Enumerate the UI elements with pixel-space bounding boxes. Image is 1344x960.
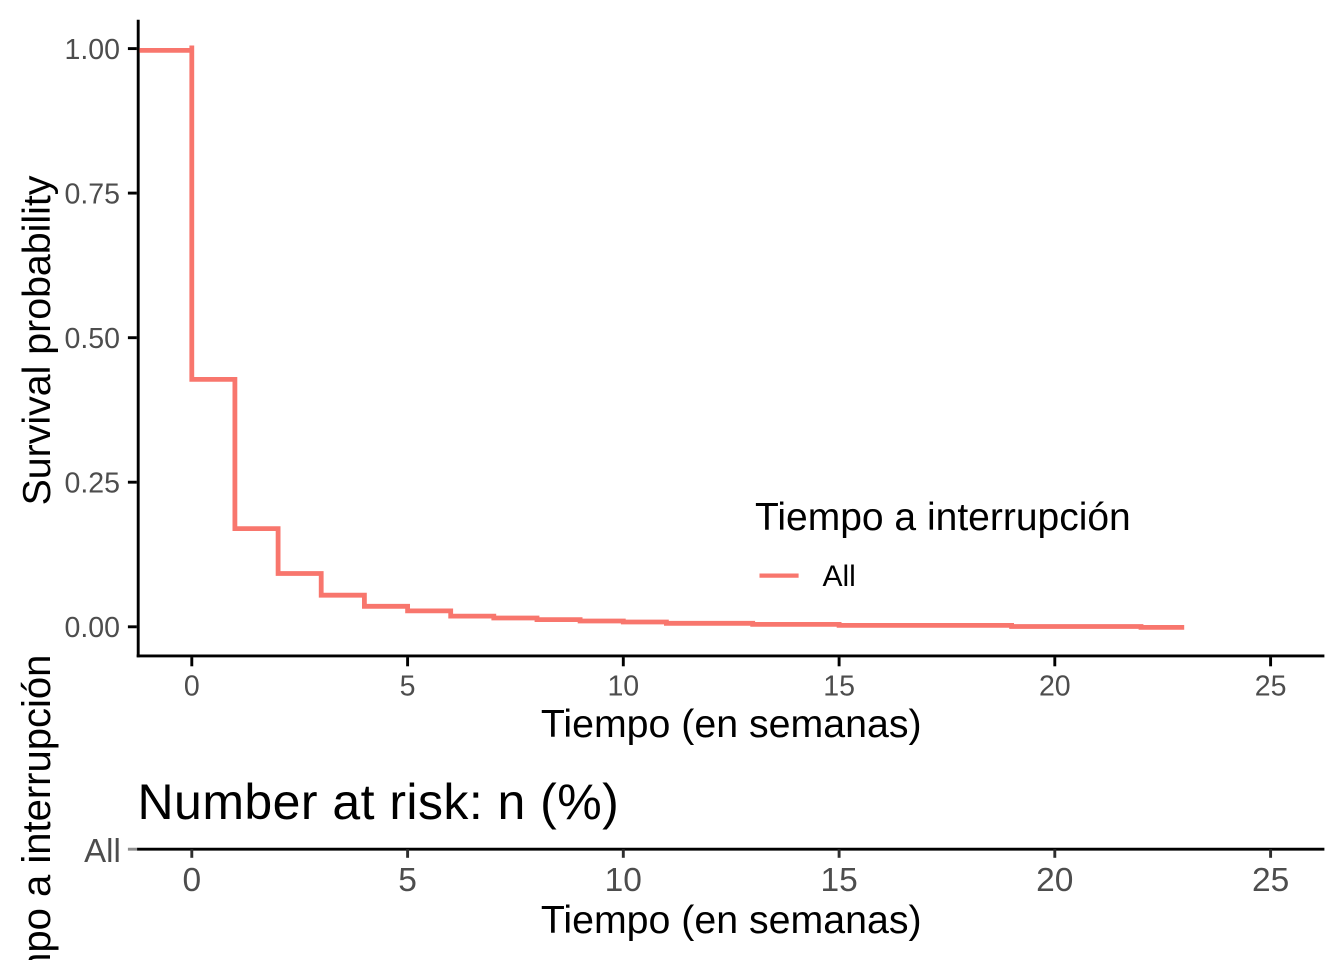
svg-text:0.25: 0.25 [65, 467, 120, 499]
svg-text:20: 20 [1039, 671, 1071, 703]
svg-text:Tiempo (en semanas): Tiempo (en semanas) [541, 702, 922, 746]
svg-text:All: All [823, 560, 856, 593]
svg-text:10: 10 [605, 862, 642, 899]
svg-text:20: 20 [1036, 862, 1073, 899]
svg-text:5: 5 [400, 671, 416, 703]
svg-text:15: 15 [823, 671, 855, 703]
svg-text:1.00: 1.00 [65, 34, 120, 66]
svg-text:5: 5 [398, 862, 417, 899]
svg-text:Number at risk: n (%): Number at risk: n (%) [138, 774, 620, 830]
svg-text:All: All [84, 832, 121, 869]
svg-text:0: 0 [182, 862, 201, 899]
svg-text:10: 10 [607, 671, 639, 703]
svg-text:0: 0 [184, 671, 200, 703]
svg-text:Survival probability: Survival probability [15, 175, 59, 505]
svg-text:25: 25 [1252, 862, 1289, 899]
svg-text:25: 25 [1255, 671, 1287, 703]
svg-text:Tiempo (en semanas): Tiempo (en semanas) [541, 898, 922, 942]
svg-text:Tiempo a interrupción: Tiempo a interrupción [15, 655, 59, 960]
svg-text:Tiempo a interrupción: Tiempo a interrupción [755, 496, 1131, 539]
svg-text:15: 15 [820, 862, 857, 899]
svg-text:0.75: 0.75 [65, 178, 120, 210]
svg-text:0.50: 0.50 [65, 323, 120, 355]
svg-text:0.00: 0.00 [65, 612, 120, 644]
